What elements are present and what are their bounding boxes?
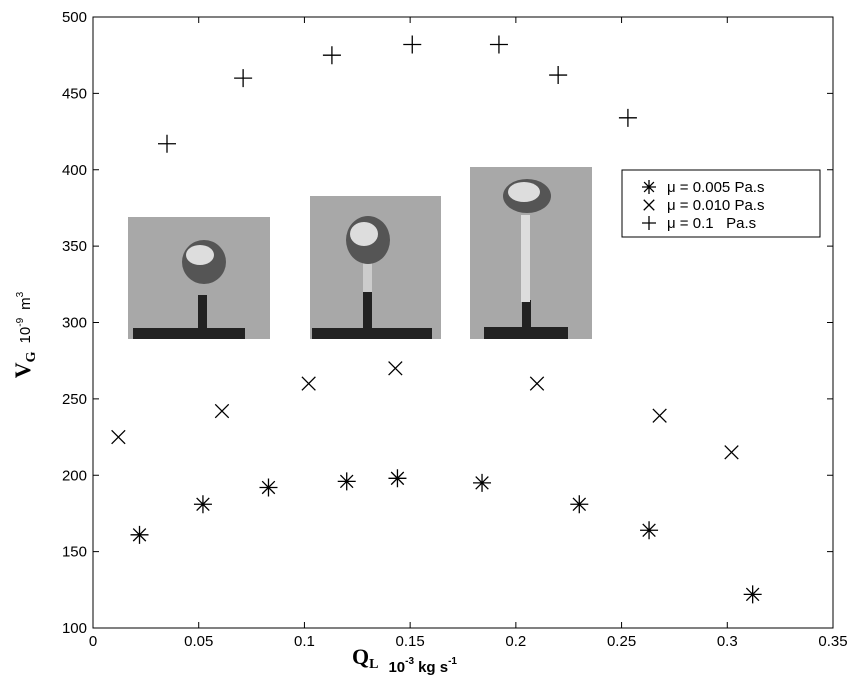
- legend-marker: [642, 180, 656, 194]
- y-label-unit: 10: [17, 327, 34, 344]
- y-tick-label: 200: [62, 467, 87, 484]
- point: [301, 376, 316, 391]
- y-tick-label: 350: [62, 238, 87, 255]
- x-label-unit: 10: [388, 659, 405, 676]
- legend-marker: [642, 216, 656, 230]
- y-axis-label: VG 10-9 m3: [10, 291, 39, 378]
- y-tick-label: 400: [62, 162, 87, 179]
- y-tick-label: 250: [62, 391, 87, 408]
- point: [388, 469, 407, 488]
- legend-label: μ = 0.005 Pa.s: [667, 179, 764, 196]
- x-label-subscript: L: [369, 657, 378, 672]
- point: [193, 495, 212, 514]
- legend: [621, 169, 821, 238]
- point: [111, 429, 126, 445]
- point: [549, 66, 568, 85]
- x-tick-label: 0.35: [818, 633, 847, 650]
- inset-photo: [470, 167, 592, 339]
- y-tick-label: 450: [62, 85, 87, 102]
- x-label-unit-exp: -3: [405, 656, 414, 667]
- x-label-unit-rest-exp: -1: [448, 656, 457, 667]
- point: [388, 361, 403, 376]
- inset-photo: [310, 196, 441, 339]
- point: [489, 35, 508, 54]
- point: [652, 408, 667, 423]
- x-tick-label: 0.3: [717, 633, 738, 650]
- point: [337, 472, 356, 491]
- x-tick-label: 0.1: [294, 633, 315, 650]
- x-tick-label: 0.25: [607, 633, 636, 650]
- point: [570, 495, 589, 514]
- point: [158, 134, 176, 153]
- y-label-unit-rest-exp: 3: [15, 291, 26, 297]
- y-tick-label: 100: [62, 620, 87, 637]
- y-label-symbol: V: [10, 362, 35, 378]
- point: [130, 525, 149, 544]
- x-tick-label: 0.05: [184, 633, 213, 650]
- point: [743, 585, 762, 604]
- x-tick-label: 0.2: [505, 633, 526, 650]
- y-tick-label: 300: [62, 315, 87, 332]
- point: [403, 35, 422, 54]
- y-label-subscript: G: [24, 351, 39, 362]
- y-tick-label: 150: [62, 544, 87, 561]
- x-label-symbol: Q: [352, 644, 369, 669]
- inset-photo: [128, 217, 270, 339]
- y-label-unit-rest: m: [17, 297, 34, 310]
- x-tick-label: 0: [89, 633, 97, 650]
- point: [259, 478, 278, 497]
- legend-label: μ = 0.1 Pa.s: [667, 215, 756, 232]
- x-axis-label: QL 10-3 kg s-1: [352, 644, 457, 676]
- legend-marker: [643, 199, 655, 211]
- x-tick-label: 0.15: [396, 633, 425, 650]
- y-tick-label: 500: [62, 9, 87, 26]
- point: [618, 108, 637, 127]
- x-label-unit-rest: kg s: [418, 659, 448, 676]
- point: [529, 376, 545, 391]
- point: [724, 445, 739, 460]
- y-label-unit-exp: -9: [15, 317, 26, 326]
- point: [214, 403, 230, 419]
- point: [640, 521, 659, 540]
- legend-label: μ = 0.010 Pa.s: [667, 197, 764, 214]
- point: [322, 46, 341, 65]
- point: [234, 69, 253, 88]
- point: [473, 473, 492, 492]
